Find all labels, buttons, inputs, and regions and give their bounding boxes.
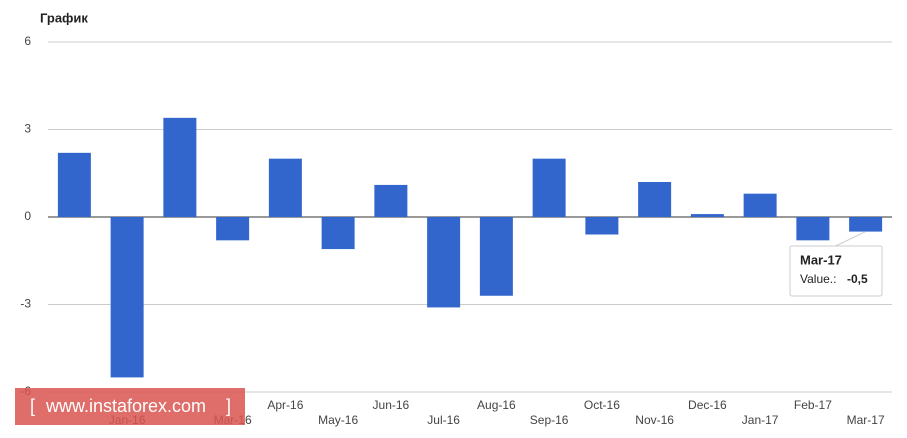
bar bbox=[532, 158, 566, 217]
bar bbox=[796, 217, 830, 241]
watermark-close: ] bbox=[226, 396, 231, 416]
bar bbox=[638, 182, 672, 217]
tooltip-pointer bbox=[835, 231, 866, 247]
bar bbox=[374, 184, 408, 217]
x-tick-label: Dec-16 bbox=[688, 398, 727, 412]
y-tick-label: 3 bbox=[24, 122, 31, 136]
bar bbox=[743, 193, 777, 217]
bar bbox=[110, 217, 144, 378]
bar bbox=[321, 217, 355, 250]
tooltip-value: -0,5 bbox=[847, 272, 868, 286]
x-tick-label: Feb-17 bbox=[794, 398, 832, 412]
bar bbox=[585, 217, 619, 235]
x-tick-label: Mar-17 bbox=[847, 413, 885, 427]
watermark-box bbox=[15, 388, 245, 425]
bar bbox=[216, 217, 250, 241]
x-tick-label: Nov-16 bbox=[635, 413, 674, 427]
y-tick-label: -3 bbox=[20, 297, 31, 311]
bar bbox=[427, 217, 461, 308]
bar bbox=[849, 217, 883, 232]
bar bbox=[690, 214, 724, 217]
x-tick-label: Jan-17 bbox=[742, 413, 779, 427]
y-tick-label: 6 bbox=[24, 34, 31, 48]
bar bbox=[57, 152, 91, 217]
x-tick-label: May-16 bbox=[318, 413, 358, 427]
x-tick-label: Apr-16 bbox=[267, 398, 303, 412]
x-tick-label: Jul-16 bbox=[427, 413, 460, 427]
chart-title: График bbox=[40, 10, 88, 25]
x-tick-label: Sep-16 bbox=[530, 413, 569, 427]
x-tick-label: Aug-16 bbox=[477, 398, 516, 412]
x-tick-label: Jun-16 bbox=[373, 398, 410, 412]
watermark-text: www.instaforex.com bbox=[45, 396, 206, 416]
bar bbox=[268, 158, 302, 217]
bar bbox=[479, 217, 513, 296]
watermark-open: [ bbox=[30, 396, 35, 416]
y-tick-label: 0 bbox=[24, 209, 31, 223]
bar bbox=[163, 117, 197, 217]
x-tick-label: Oct-16 bbox=[584, 398, 620, 412]
tooltip-name: Value.: bbox=[800, 272, 836, 286]
tooltip-category: Mar-17 bbox=[800, 252, 842, 267]
